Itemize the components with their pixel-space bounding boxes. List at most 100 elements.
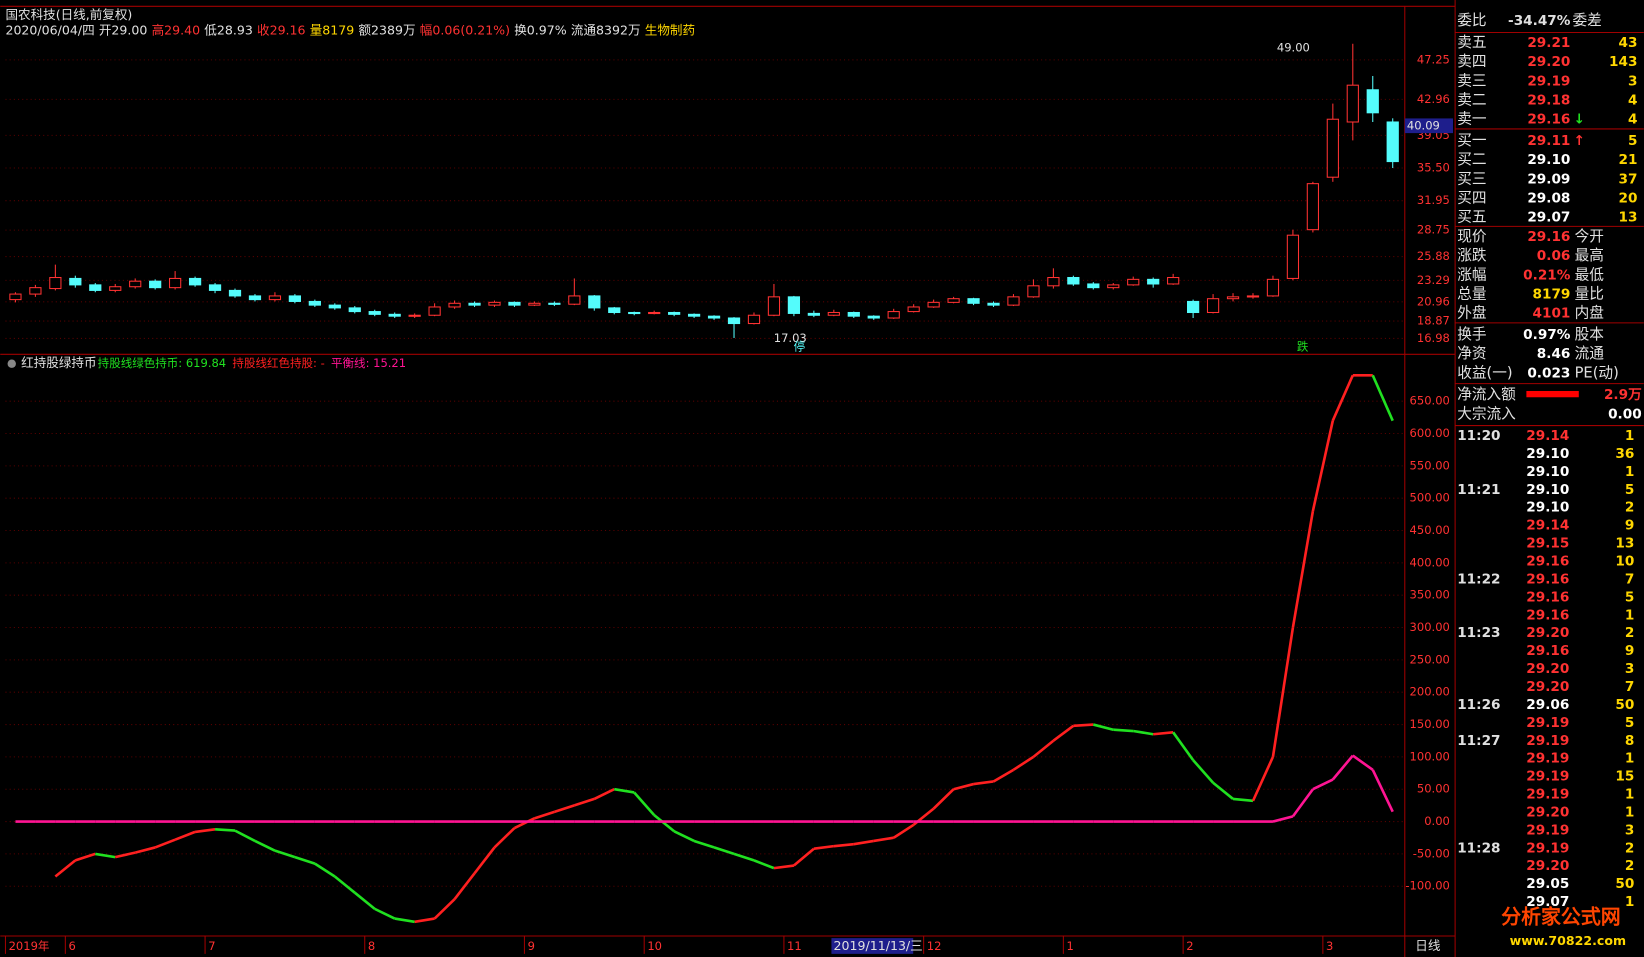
candle-body [1186,300,1200,314]
panel-value: 29.10 [1527,152,1570,168]
trade-vol: 1 [1625,804,1634,820]
panel-value: 0.06 [1537,248,1571,264]
candle-body [228,289,242,297]
panel-label: 委比 [1457,12,1486,29]
candle-body [428,306,441,316]
panel-label: 买二 [1457,151,1486,168]
x-tick-label: 2019年 [9,939,50,953]
annotation: 跌 [1297,339,1309,353]
indicator-icon[interactable] [7,359,16,368]
panel-value: 0.21% [1523,267,1571,283]
trade-price: 29.19 [1526,840,1569,856]
indicator-line [314,862,336,878]
trade-price: 29.07 [1526,894,1569,910]
candle-body [1047,276,1060,287]
indicator-line [353,891,376,910]
candle-body [947,298,960,303]
y-tick-label: 50.00 [1417,782,1450,796]
candle-body [887,311,900,319]
indicator-line [953,782,974,791]
y-tick-label: 42.96 [1417,92,1450,106]
trade-vol: 5 [1625,482,1634,498]
indicator-line [1113,728,1134,733]
y-tick-label: 16.98 [1417,331,1450,345]
y-tick-label: 650.00 [1410,394,1450,408]
y-tick-label: 150.00 [1410,717,1450,731]
indicator-line [1052,724,1075,742]
indicator-line [473,846,496,875]
trade-price: 29.10 [1526,482,1569,498]
panel-value: 4 [1628,93,1637,109]
flow-bar [1526,390,1579,398]
candle-body [787,296,801,314]
candle-body [408,314,421,317]
y-tick-label: -50.00 [1413,846,1450,860]
indicator-line [973,780,994,786]
candle-body [488,301,501,306]
candle-body [827,311,840,316]
indicator-line [813,844,834,851]
panel-label: 涨跌 [1457,247,1487,264]
indicator-line [892,823,915,839]
x-tick-label: 1 [1067,939,1074,953]
trade-time: 11:23 [1457,625,1500,641]
candle-body [747,314,761,325]
panel-value: 4 [1628,112,1637,128]
candle-body [967,298,980,304]
panel-label: 买三 [1457,170,1486,187]
trade-vol: 5 [1625,589,1634,605]
candle-body [208,284,222,291]
panel-value: 29.21 [1527,35,1570,51]
trade-vol: 7 [1625,571,1634,587]
candle-body [927,301,940,308]
candle-body [687,313,701,317]
trade-price: 29.15 [1526,536,1569,552]
candle-body [1366,89,1379,114]
chart-title: 国农科技(日线,前复权) [5,7,132,22]
period-label[interactable]: 日线 [1415,938,1441,953]
panel-value: 8179 [1533,286,1571,302]
info-item: 2020/06/04/四 [5,22,94,37]
indicator-line [534,810,555,820]
indicator-line [1232,797,1254,803]
info-item: 低28.93 [204,22,253,37]
candle-body [468,302,481,306]
candle-body [1286,234,1300,279]
panel-label: 委差 [1573,12,1602,29]
y-tick-label: 100.00 [1410,749,1450,763]
candle-body [727,317,741,325]
panel-value: 4101 [1533,306,1571,322]
info-item: 高29.40 [152,22,201,37]
indicator-line [932,788,955,810]
indicator-line [753,859,775,870]
trade-vol: 3 [1625,661,1634,677]
indicator-line [1251,756,1275,802]
panel-value: 21 [1619,152,1638,168]
trade-vol: 50 [1615,876,1634,892]
trade-vol: 36 [1615,446,1634,462]
y-tick-label: 20.96 [1417,294,1450,308]
trade-time: 11:28 [1457,840,1500,856]
legend-entry: 持股线绿色持币: 619.84 [98,356,226,370]
candle-body [169,277,182,289]
trade-vol: 1 [1625,607,1634,623]
x-tick-label: 12 [927,939,942,953]
y-tick-label: 400.00 [1410,555,1450,569]
y-tick-label: -100.00 [1405,879,1449,893]
panel-label: 买一 [1457,132,1487,149]
candle-body [1206,298,1220,314]
trade-time: 11:21 [1457,482,1500,498]
trade-price: 29.14 [1526,518,1569,534]
candle-body [89,284,102,291]
indicator-line [614,787,635,794]
indicator-line [453,872,476,900]
y-tick-label: 35.50 [1417,161,1450,175]
trade-price: 29.16 [1526,589,1569,605]
indicator-line [693,839,715,849]
trade-price: 29.10 [1526,464,1569,480]
indicator-line [593,788,615,801]
y-tick-label: 250.00 [1410,652,1450,666]
indicator-line [992,768,1015,783]
candle-body [1386,121,1399,163]
panel-label: 涨幅 [1457,266,1486,283]
